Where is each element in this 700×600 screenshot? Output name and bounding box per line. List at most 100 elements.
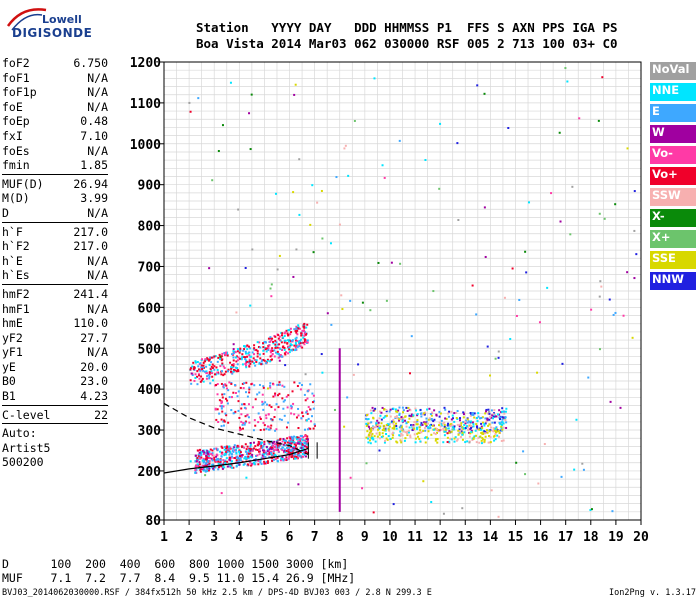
echo-point xyxy=(370,427,373,430)
echo-point xyxy=(261,363,264,366)
echo-point xyxy=(304,428,307,431)
echo-point xyxy=(288,346,291,349)
profile-curves xyxy=(163,402,309,474)
echo-point xyxy=(201,467,204,470)
echo-point xyxy=(498,409,501,412)
param-value: 4.23 xyxy=(80,389,108,404)
echo-point xyxy=(249,449,252,452)
echo-point xyxy=(459,424,462,427)
echo-point xyxy=(283,385,286,388)
echo-point xyxy=(385,424,388,427)
echo-point xyxy=(276,443,279,446)
echo-point xyxy=(258,353,261,356)
echo-point xyxy=(222,365,225,368)
echo-point xyxy=(231,449,234,452)
echo-point xyxy=(493,409,496,412)
echo-point xyxy=(407,406,410,409)
echo-point xyxy=(232,343,235,346)
echo-point xyxy=(401,434,404,437)
echo-point xyxy=(221,358,224,361)
echo-point xyxy=(313,423,316,426)
echo-point xyxy=(501,421,504,424)
echo-point xyxy=(502,422,505,425)
echo-point xyxy=(384,415,387,418)
param-name: yF2 xyxy=(2,330,23,345)
echo-point xyxy=(492,429,495,432)
echo-point xyxy=(240,420,243,423)
echo-point xyxy=(365,422,368,425)
echo-point xyxy=(453,437,456,440)
echo-point xyxy=(270,406,273,409)
echo-point xyxy=(262,349,265,352)
echo-point xyxy=(236,350,239,353)
echo-point xyxy=(368,439,371,442)
echo-point xyxy=(500,439,503,442)
echo-point xyxy=(414,407,417,410)
echo-point xyxy=(414,420,417,423)
echo-point xyxy=(220,445,223,448)
echo-point xyxy=(284,458,287,461)
echo-point xyxy=(282,407,285,410)
echo-point xyxy=(194,454,197,457)
echo-point xyxy=(229,81,232,84)
echo-point xyxy=(271,349,274,352)
echo-point xyxy=(372,511,375,514)
echo-point xyxy=(253,419,256,422)
echo-point xyxy=(295,339,298,342)
echo-point xyxy=(232,466,235,469)
echo-point xyxy=(477,415,480,418)
param-name: fmin xyxy=(2,158,30,173)
echo-point xyxy=(211,372,214,375)
echo-point xyxy=(481,421,484,424)
echo-point xyxy=(217,457,220,460)
echo-point xyxy=(294,349,297,352)
echo-point xyxy=(481,436,484,439)
distance-row-value: 3000 xyxy=(279,557,314,571)
echo-point xyxy=(270,283,273,286)
echo-point xyxy=(232,447,235,450)
echo-point xyxy=(211,379,214,382)
echo-point xyxy=(573,468,576,471)
echo-point xyxy=(208,462,211,465)
echo-point xyxy=(589,509,592,512)
echo-point xyxy=(267,347,270,350)
param-name: hmE xyxy=(2,316,23,331)
echo-point xyxy=(241,363,244,366)
echo-point xyxy=(619,406,622,409)
legend-item-x-: X+ xyxy=(650,230,696,248)
echo-point xyxy=(257,421,260,424)
echo-point xyxy=(270,453,273,456)
echo-point xyxy=(232,446,235,449)
echo-point xyxy=(367,422,370,425)
echo-point xyxy=(190,372,193,375)
echo-point xyxy=(282,336,285,339)
echo-point xyxy=(383,176,386,179)
echo-point xyxy=(194,471,197,474)
echo-point xyxy=(194,373,197,376)
echo-point xyxy=(501,410,504,413)
echo-point xyxy=(378,449,381,452)
echo-point xyxy=(416,419,419,422)
echo-point xyxy=(370,421,373,424)
echo-point xyxy=(269,427,272,430)
chart-grid xyxy=(163,61,642,520)
echo-point xyxy=(560,475,563,478)
echo-point xyxy=(245,360,248,363)
echo-point xyxy=(268,404,271,407)
echo-point xyxy=(423,421,426,424)
echo-point xyxy=(440,422,443,425)
echo-point xyxy=(249,362,252,365)
echo-point xyxy=(391,420,394,423)
echo-point xyxy=(229,459,232,462)
echo-point xyxy=(256,355,259,358)
echo-point xyxy=(260,446,263,449)
x-tick-label: 11 xyxy=(407,530,423,545)
echo-point xyxy=(489,374,492,377)
echo-point xyxy=(434,427,437,430)
echo-point xyxy=(277,337,280,340)
echo-point xyxy=(300,417,303,420)
echo-point xyxy=(209,368,212,371)
echo-point xyxy=(450,430,453,433)
echo-point xyxy=(377,423,380,426)
param-value: 1.85 xyxy=(80,158,108,173)
